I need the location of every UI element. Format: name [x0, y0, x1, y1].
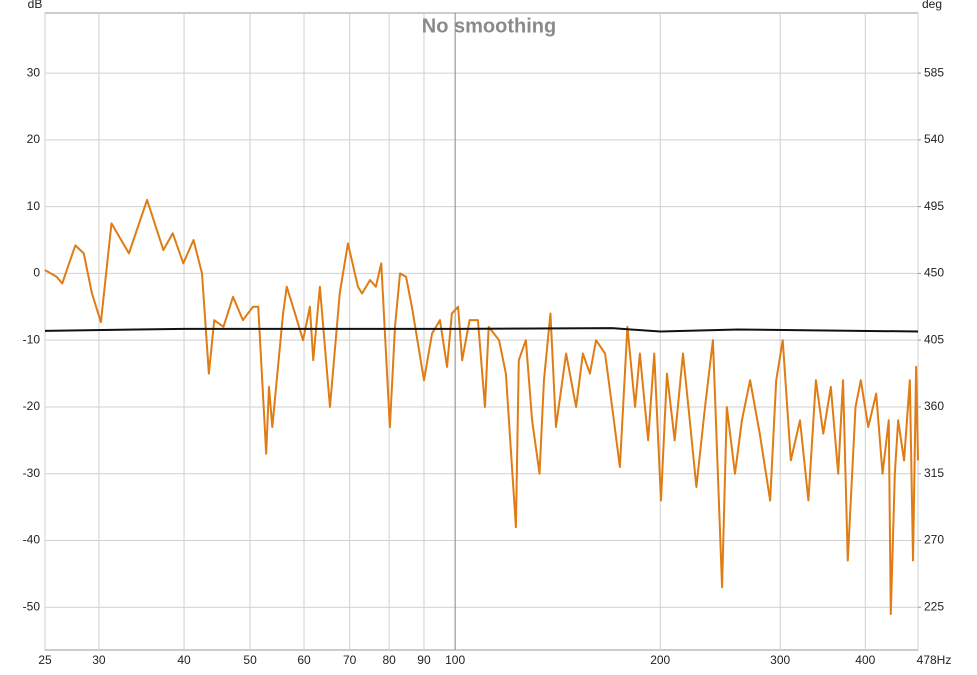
y2-tick-label: 450	[924, 266, 944, 280]
y-tick-label: 30	[27, 65, 41, 79]
series-line	[44, 198, 919, 615]
y-tick-label: 20	[27, 132, 41, 146]
y-tick-label: -50	[23, 599, 41, 613]
y-axis-label: dB	[28, 0, 43, 11]
y2-tick-label: 405	[924, 332, 944, 346]
y2-tick-label: 270	[924, 533, 944, 547]
y2-tick-label: 540	[924, 132, 944, 146]
y2-tick-label: 315	[924, 466, 944, 480]
x-tick-label: 25	[38, 653, 52, 667]
x-tick-label: 50	[243, 653, 257, 667]
y-tick-label: -40	[23, 533, 41, 547]
y2-tick-label: 225	[924, 599, 944, 613]
y-tick-label: -20	[23, 399, 41, 413]
x-tick-label: 478Hz	[917, 653, 952, 667]
y-tick-label: 10	[27, 199, 41, 213]
x-tick-label: 200	[650, 653, 670, 667]
x-tick-label: 30	[92, 653, 106, 667]
x-tick-label: 100	[445, 653, 465, 667]
y2-axis-label: deg	[922, 0, 942, 11]
y-tick-label: -10	[23, 332, 41, 346]
x-tick-label: 90	[417, 653, 431, 667]
x-tick-label: 60	[297, 653, 311, 667]
y2-tick-label: 585	[924, 65, 944, 79]
y-tick-label: 0	[33, 266, 40, 280]
x-tick-label: 70	[343, 653, 357, 667]
chart-title: No smoothing	[422, 15, 556, 37]
x-tick-label: 40	[177, 653, 191, 667]
series-line	[44, 327, 919, 333]
plot-area	[44, 12, 919, 651]
x-tick-label: 300	[770, 653, 790, 667]
x-tick-label: 80	[382, 653, 396, 667]
x-tick-label: 400	[855, 653, 875, 667]
y2-tick-label: 495	[924, 199, 944, 213]
y2-tick-label: 360	[924, 399, 944, 413]
y-tick-label: -30	[23, 466, 41, 480]
